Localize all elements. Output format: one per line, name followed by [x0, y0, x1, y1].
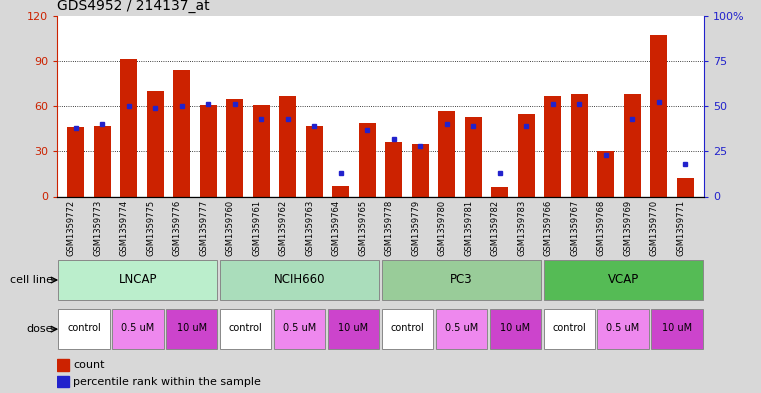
Bar: [173, 70, 190, 196]
Text: control: control: [390, 323, 425, 333]
Text: GSM1359774: GSM1359774: [119, 200, 129, 256]
Bar: [436, 309, 487, 349]
Text: control: control: [67, 323, 101, 333]
Text: NCIH660: NCIH660: [274, 273, 326, 286]
Text: GSM1359768: GSM1359768: [597, 200, 606, 256]
Bar: [651, 309, 702, 349]
Text: GSM1359783: GSM1359783: [517, 200, 527, 256]
Bar: [544, 95, 562, 196]
Text: 10 uM: 10 uM: [662, 323, 692, 333]
Bar: [220, 260, 379, 300]
Text: GSM1359760: GSM1359760: [226, 200, 234, 256]
Bar: [677, 178, 694, 196]
Text: GSM1359778: GSM1359778: [385, 200, 393, 256]
Text: GDS4952 / 214137_at: GDS4952 / 214137_at: [57, 0, 210, 13]
Bar: [199, 105, 217, 196]
Text: GSM1359776: GSM1359776: [173, 200, 182, 256]
Text: GSM1359770: GSM1359770: [650, 200, 659, 256]
Text: control: control: [229, 323, 263, 333]
Text: 0.5 uM: 0.5 uM: [283, 323, 317, 333]
Text: count: count: [73, 360, 105, 370]
Text: GSM1359780: GSM1359780: [438, 200, 447, 256]
Bar: [465, 117, 482, 196]
Text: GSM1359764: GSM1359764: [332, 200, 341, 256]
Bar: [94, 126, 111, 196]
Text: VCAP: VCAP: [607, 273, 638, 286]
Bar: [597, 151, 614, 196]
Bar: [624, 94, 641, 196]
Text: GSM1359765: GSM1359765: [358, 200, 368, 256]
Text: GSM1359775: GSM1359775: [146, 200, 155, 256]
Bar: [385, 142, 403, 196]
Text: GSM1359771: GSM1359771: [677, 200, 686, 256]
Bar: [113, 309, 164, 349]
Text: GSM1359781: GSM1359781: [464, 200, 473, 256]
Text: dose: dose: [27, 324, 53, 334]
Bar: [543, 260, 702, 300]
Bar: [279, 95, 296, 196]
Bar: [597, 309, 648, 349]
Bar: [57, 359, 68, 371]
Bar: [226, 99, 244, 196]
Bar: [358, 123, 376, 196]
Bar: [517, 114, 535, 196]
Bar: [59, 309, 110, 349]
Bar: [382, 309, 433, 349]
Bar: [120, 59, 137, 196]
Text: GSM1359777: GSM1359777: [199, 200, 209, 256]
Text: 0.5 uM: 0.5 uM: [444, 323, 478, 333]
Bar: [57, 376, 68, 387]
Bar: [328, 309, 379, 349]
Text: GSM1359769: GSM1359769: [623, 200, 632, 256]
Text: GSM1359761: GSM1359761: [252, 200, 261, 256]
Text: 10 uM: 10 uM: [339, 323, 368, 333]
Text: GSM1359767: GSM1359767: [570, 200, 579, 256]
Bar: [543, 309, 595, 349]
Bar: [571, 94, 588, 196]
Text: 0.5 uM: 0.5 uM: [607, 323, 640, 333]
Bar: [274, 309, 325, 349]
Text: GSM1359772: GSM1359772: [67, 200, 75, 256]
Bar: [650, 35, 667, 197]
Text: GSM1359762: GSM1359762: [279, 200, 288, 256]
Text: 10 uM: 10 uM: [500, 323, 530, 333]
Bar: [166, 309, 218, 349]
Bar: [412, 144, 429, 196]
Bar: [306, 126, 323, 196]
Text: GSM1359782: GSM1359782: [491, 200, 500, 256]
Text: control: control: [552, 323, 586, 333]
Bar: [147, 91, 164, 196]
Bar: [253, 105, 270, 196]
Bar: [382, 260, 541, 300]
Bar: [59, 260, 218, 300]
Bar: [332, 186, 349, 196]
Text: PC3: PC3: [450, 273, 473, 286]
Text: 0.5 uM: 0.5 uM: [121, 323, 154, 333]
Bar: [491, 187, 508, 196]
Bar: [438, 111, 455, 196]
Bar: [220, 309, 272, 349]
Text: GSM1359766: GSM1359766: [544, 200, 552, 256]
Text: percentile rank within the sample: percentile rank within the sample: [73, 377, 261, 387]
Text: GSM1359779: GSM1359779: [411, 200, 420, 256]
Text: LNCAP: LNCAP: [119, 273, 158, 286]
Text: 10 uM: 10 uM: [177, 323, 207, 333]
Text: GSM1359773: GSM1359773: [93, 200, 102, 256]
Text: cell line: cell line: [10, 275, 53, 285]
Text: GSM1359763: GSM1359763: [305, 200, 314, 256]
Bar: [67, 127, 84, 196]
Bar: [489, 309, 541, 349]
